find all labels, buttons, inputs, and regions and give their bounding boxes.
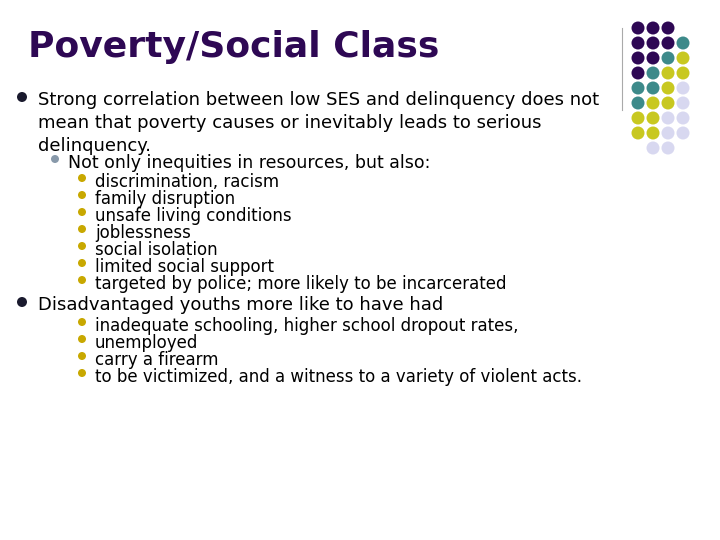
Circle shape bbox=[662, 22, 675, 35]
Text: family disruption: family disruption bbox=[95, 190, 235, 208]
Circle shape bbox=[78, 191, 86, 199]
Circle shape bbox=[631, 51, 644, 64]
Circle shape bbox=[677, 126, 690, 139]
Circle shape bbox=[631, 22, 644, 35]
Circle shape bbox=[631, 82, 644, 94]
Text: Poverty/Social Class: Poverty/Social Class bbox=[28, 30, 439, 64]
Text: social isolation: social isolation bbox=[95, 241, 217, 259]
Circle shape bbox=[78, 335, 86, 343]
Text: carry a firearm: carry a firearm bbox=[95, 351, 218, 369]
Circle shape bbox=[51, 155, 59, 163]
Circle shape bbox=[677, 37, 690, 50]
Circle shape bbox=[662, 126, 675, 139]
Text: Strong correlation between low SES and delinquency does not
mean that poverty ca: Strong correlation between low SES and d… bbox=[38, 91, 599, 155]
Circle shape bbox=[662, 82, 675, 94]
Text: targeted by police; more likely to be incarcerated: targeted by police; more likely to be in… bbox=[95, 275, 506, 293]
Circle shape bbox=[647, 111, 660, 125]
Circle shape bbox=[631, 126, 644, 139]
Text: unsafe living conditions: unsafe living conditions bbox=[95, 207, 292, 225]
Circle shape bbox=[78, 225, 86, 233]
Circle shape bbox=[677, 51, 690, 64]
Circle shape bbox=[647, 37, 660, 50]
Circle shape bbox=[647, 51, 660, 64]
Text: joblessness: joblessness bbox=[95, 224, 191, 242]
Circle shape bbox=[78, 242, 86, 250]
Text: Disadvantaged youths more like to have had: Disadvantaged youths more like to have h… bbox=[38, 296, 444, 314]
Circle shape bbox=[647, 126, 660, 139]
Circle shape bbox=[647, 66, 660, 79]
Circle shape bbox=[631, 37, 644, 50]
Circle shape bbox=[677, 111, 690, 125]
Circle shape bbox=[647, 141, 660, 154]
Circle shape bbox=[677, 97, 690, 110]
Circle shape bbox=[78, 174, 86, 182]
Circle shape bbox=[78, 259, 86, 267]
Text: unemployed: unemployed bbox=[95, 334, 199, 352]
Circle shape bbox=[78, 208, 86, 216]
Circle shape bbox=[677, 66, 690, 79]
Circle shape bbox=[17, 92, 27, 102]
Circle shape bbox=[662, 37, 675, 50]
Circle shape bbox=[17, 297, 27, 307]
Circle shape bbox=[647, 97, 660, 110]
Text: discrimination, racism: discrimination, racism bbox=[95, 173, 279, 191]
Circle shape bbox=[662, 111, 675, 125]
Text: to be victimized, and a witness to a variety of violent acts.: to be victimized, and a witness to a var… bbox=[95, 368, 582, 386]
Circle shape bbox=[631, 97, 644, 110]
Circle shape bbox=[647, 82, 660, 94]
Circle shape bbox=[662, 51, 675, 64]
Circle shape bbox=[78, 276, 86, 284]
Text: inadequate schooling, higher school dropout rates,: inadequate schooling, higher school drop… bbox=[95, 317, 518, 335]
Circle shape bbox=[78, 318, 86, 326]
Circle shape bbox=[631, 111, 644, 125]
Circle shape bbox=[78, 352, 86, 360]
Circle shape bbox=[647, 22, 660, 35]
Circle shape bbox=[662, 97, 675, 110]
Circle shape bbox=[677, 82, 690, 94]
Circle shape bbox=[78, 369, 86, 377]
Circle shape bbox=[662, 66, 675, 79]
Circle shape bbox=[631, 66, 644, 79]
Text: limited social support: limited social support bbox=[95, 258, 274, 276]
Circle shape bbox=[662, 141, 675, 154]
Text: Not only inequities in resources, but also:: Not only inequities in resources, but al… bbox=[68, 154, 431, 172]
